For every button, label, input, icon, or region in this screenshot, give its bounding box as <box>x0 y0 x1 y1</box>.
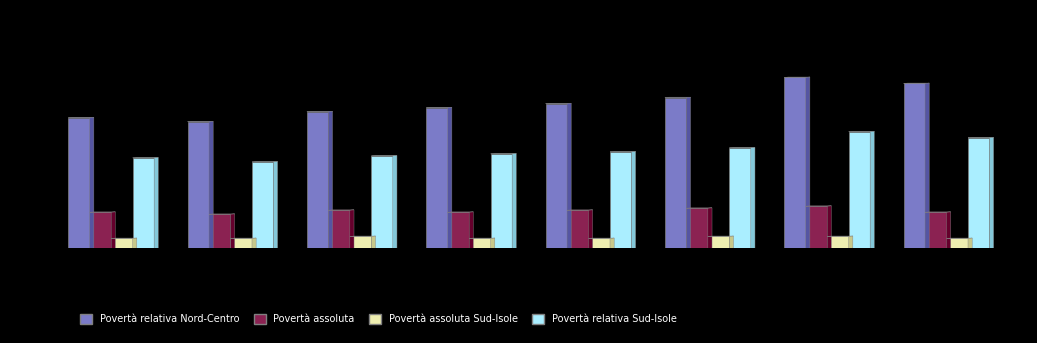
Polygon shape <box>371 155 397 156</box>
Polygon shape <box>729 236 733 248</box>
Polygon shape <box>968 238 972 248</box>
Legend: Povertà relativa Nord-Centro, Povertà assoluta, Povertà assoluta Sud-Isole, Pove: Povertà relativa Nord-Centro, Povertà as… <box>77 310 680 328</box>
Polygon shape <box>989 138 993 248</box>
Bar <box>947 238 968 248</box>
Polygon shape <box>947 212 951 248</box>
Polygon shape <box>784 77 810 78</box>
Polygon shape <box>512 154 516 248</box>
Bar <box>133 158 155 248</box>
Polygon shape <box>589 210 593 248</box>
Polygon shape <box>686 97 691 248</box>
Bar <box>610 152 632 248</box>
Polygon shape <box>848 131 874 132</box>
Bar <box>230 238 252 248</box>
Polygon shape <box>848 236 852 248</box>
Polygon shape <box>632 152 636 248</box>
Polygon shape <box>349 210 354 248</box>
Bar <box>708 236 729 248</box>
Bar <box>806 206 828 248</box>
Bar <box>665 97 686 248</box>
Polygon shape <box>870 131 874 248</box>
Polygon shape <box>89 117 94 248</box>
Polygon shape <box>448 107 452 248</box>
Bar <box>349 236 371 248</box>
Bar <box>968 138 989 248</box>
Polygon shape <box>111 212 115 248</box>
Polygon shape <box>491 238 495 248</box>
Bar <box>307 111 329 248</box>
Polygon shape <box>252 238 256 248</box>
Polygon shape <box>188 121 214 122</box>
Bar <box>188 122 209 248</box>
Polygon shape <box>329 111 333 248</box>
Polygon shape <box>610 238 614 248</box>
Bar <box>784 78 806 248</box>
Polygon shape <box>729 147 755 148</box>
Bar <box>371 156 393 248</box>
Bar <box>848 132 870 248</box>
Polygon shape <box>133 157 159 158</box>
Bar <box>589 238 610 248</box>
Bar <box>729 148 751 248</box>
Polygon shape <box>393 155 397 248</box>
Bar <box>469 238 491 248</box>
Bar <box>111 238 133 248</box>
Polygon shape <box>751 147 755 248</box>
Polygon shape <box>708 208 712 248</box>
Bar <box>89 212 111 248</box>
Polygon shape <box>133 238 137 248</box>
Bar <box>209 214 230 248</box>
Polygon shape <box>567 103 571 248</box>
Bar <box>68 118 89 248</box>
Bar <box>828 236 848 248</box>
Bar <box>545 104 567 248</box>
Bar <box>426 108 448 248</box>
Bar <box>925 212 947 248</box>
Polygon shape <box>426 107 452 108</box>
Bar <box>491 154 512 248</box>
Polygon shape <box>806 77 810 248</box>
Polygon shape <box>155 157 159 248</box>
Bar <box>252 162 274 248</box>
Polygon shape <box>545 103 571 104</box>
Polygon shape <box>209 121 214 248</box>
Polygon shape <box>469 212 473 248</box>
Polygon shape <box>925 83 929 248</box>
Polygon shape <box>274 162 278 248</box>
Bar <box>329 210 349 248</box>
Bar <box>903 83 925 248</box>
Bar <box>448 212 469 248</box>
Bar <box>686 208 708 248</box>
Bar <box>567 210 589 248</box>
Polygon shape <box>828 206 832 248</box>
Polygon shape <box>230 214 234 248</box>
Polygon shape <box>371 236 375 248</box>
Polygon shape <box>68 117 94 118</box>
